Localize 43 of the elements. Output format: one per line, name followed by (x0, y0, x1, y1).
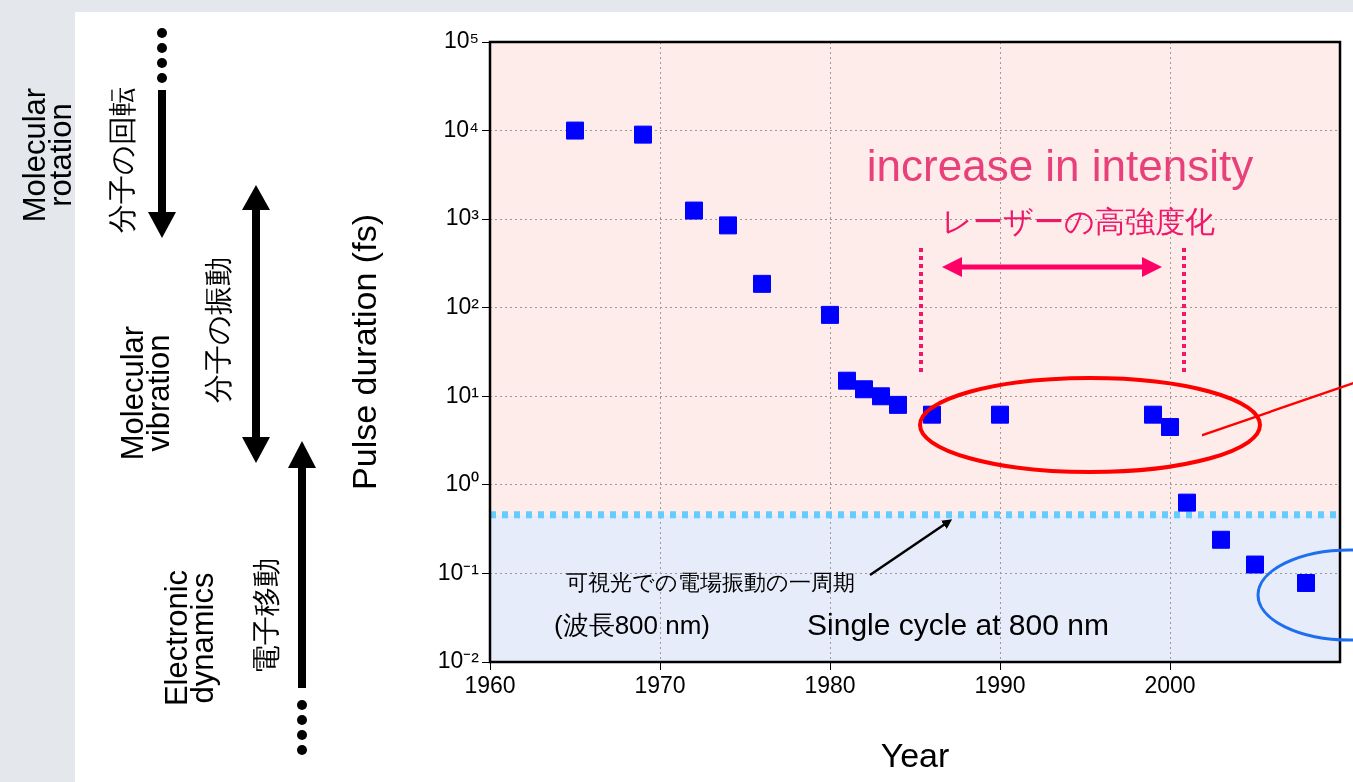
point (872, 387, 890, 406)
x-tick-label: 1980 (804, 672, 856, 699)
point (1246, 555, 1264, 574)
point (1161, 418, 1179, 436)
annotation: レーザーの高強度化 (941, 203, 1215, 240)
annotation: 可視光での電場振動の一周期 (565, 569, 855, 597)
y-tick-label: 10⁵ (443, 27, 479, 54)
text: Molecular vibration (114, 324, 176, 463)
y-tick-label: 10⁰ (445, 470, 479, 497)
y-tick-label: 10⁴ (443, 115, 479, 142)
x-axis-title: Year (880, 735, 950, 774)
x-tick-label: 1970 (634, 672, 686, 699)
point (1297, 574, 1315, 592)
point (634, 125, 652, 144)
point (821, 305, 839, 324)
x-tick-label: 2000 (1144, 672, 1196, 699)
x-tick-label: 1990 (974, 672, 1026, 699)
text: 分子の回転 (105, 87, 138, 233)
y-tick-label: 10³ (445, 204, 480, 231)
annotation: (波長800 nm) (553, 608, 711, 642)
y-tick-label: 10² (445, 293, 480, 320)
point (753, 274, 771, 293)
point (889, 395, 907, 414)
text: Molecular rotation (16, 86, 78, 225)
text: Electronic dynamics (158, 568, 220, 709)
point (566, 121, 584, 140)
text: 電子移動 (249, 558, 282, 674)
point (855, 380, 873, 399)
point (719, 216, 737, 235)
y-tick-label: 10⁻¹ (437, 558, 480, 585)
point (838, 371, 856, 390)
point (1144, 405, 1162, 424)
point (1212, 530, 1230, 549)
x-tick-label: 1960 (464, 672, 516, 699)
y-axis-title: Pulse duration (fs) (344, 214, 383, 490)
y-tick-label: 10¹ (445, 381, 480, 408)
point (685, 201, 703, 220)
text: 分子の振動 (201, 257, 234, 403)
annotation: increase in intensity (866, 141, 1254, 191)
y-tick-label: 10⁻² (437, 647, 480, 674)
point (1178, 493, 1196, 512)
annotation: Single cycle at 800 nm (807, 608, 1109, 642)
point (991, 405, 1009, 424)
